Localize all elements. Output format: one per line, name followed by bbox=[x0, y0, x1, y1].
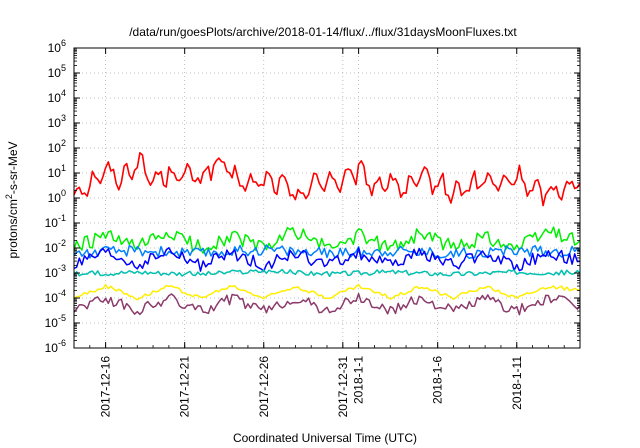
y-tick-label: 106 bbox=[48, 38, 66, 55]
x-tick-label: 2018-1-1 bbox=[352, 356, 366, 404]
y-tick-labels: 10-610-510-410-310-210-11001011021031041… bbox=[45, 38, 66, 355]
y-tick-exponent: -1 bbox=[58, 213, 66, 223]
y-tick-exponent: 3 bbox=[61, 113, 66, 123]
y-tick-label: 10-2 bbox=[45, 238, 66, 255]
x-tick-labels: 2017-12-16 2017-12-21 2017-12-26 2017-12-31… bbox=[99, 356, 524, 418]
y-tick-label: 10-3 bbox=[45, 263, 66, 280]
ticks bbox=[73, 47, 581, 349]
x-tick-label: 2017-12-26 bbox=[257, 356, 271, 418]
y-tick-label: 100 bbox=[48, 188, 66, 205]
y-tick-label: 10-5 bbox=[45, 313, 66, 330]
y-tick-label: 103 bbox=[48, 113, 66, 130]
x-tick-label: 2017-12-16 bbox=[99, 356, 113, 418]
y-tick-label: 102 bbox=[48, 138, 66, 155]
y-tick-label: 101 bbox=[48, 163, 66, 180]
x-axis-label: Coordinated Universal Time (UTC) bbox=[233, 431, 417, 445]
x-tick-label: 2017-12-31 bbox=[336, 356, 350, 418]
x-tick-label: 2018-1-11 bbox=[510, 356, 524, 410]
y-tick-exponent: 0 bbox=[61, 188, 66, 198]
y-tick-exponent: -6 bbox=[58, 338, 66, 348]
y-tick-label: 10-4 bbox=[45, 288, 66, 305]
y-tick-exponent: 2 bbox=[61, 138, 66, 148]
y-tick-exponent: 5 bbox=[61, 63, 66, 73]
series-layer bbox=[73, 152, 581, 316]
series-line-5 bbox=[73, 268, 581, 278]
y-tick-label: 10-6 bbox=[45, 338, 66, 355]
y-tick-exponent: 6 bbox=[61, 38, 66, 48]
y-tick-label: 105 bbox=[48, 63, 66, 80]
y-tick-exponent: 1 bbox=[61, 163, 66, 173]
series-line-4 bbox=[73, 247, 581, 272]
y-tick-label: 104 bbox=[48, 88, 66, 105]
y-tick-exponent: -5 bbox=[58, 313, 66, 323]
x-tick-label: 2017-12-21 bbox=[178, 356, 192, 418]
y-axis-label: protons/cm2-s-sr-MeV bbox=[4, 141, 20, 258]
y-tick-label: 10-1 bbox=[45, 213, 66, 230]
chart-title: /data/run/goesPlots/archive/2018-01-14/f… bbox=[129, 25, 517, 39]
y-tick-exponent: 4 bbox=[61, 88, 66, 98]
x-tick-label: 2018-1-6 bbox=[431, 356, 445, 404]
series-line-7 bbox=[73, 292, 581, 316]
y-tick-exponent: -3 bbox=[58, 263, 66, 273]
series-line-1 bbox=[73, 152, 581, 207]
y-tick-exponent: -4 bbox=[58, 288, 66, 298]
series-line-2 bbox=[73, 226, 581, 254]
series-line-6 bbox=[73, 283, 581, 301]
y-tick-exponent: -2 bbox=[58, 238, 66, 248]
